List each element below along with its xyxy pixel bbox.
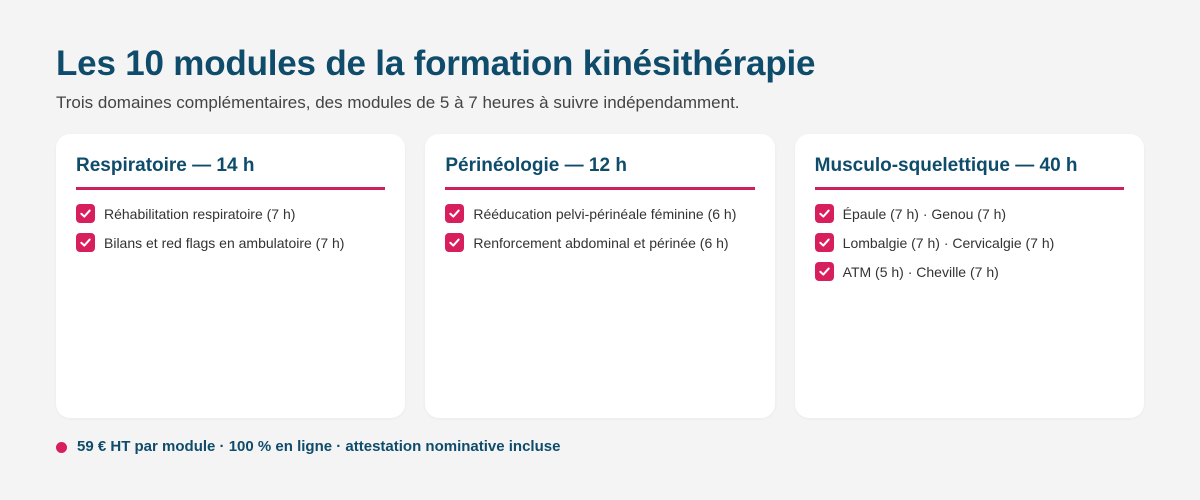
module-list: Rééducation pelvi-périnéale féminine (6 …: [445, 204, 754, 252]
page-subtitle: Trois domaines complémentaires, des modu…: [56, 93, 740, 112]
page-title: Les 10 modules de la formation kinésithé…: [56, 44, 816, 83]
card-respiratoire: Respiratoire — 14 h Réhabilitation respi…: [56, 134, 406, 418]
check-icon: [76, 233, 95, 252]
list-item: Renforcement abdominal et périnée (6 h): [445, 233, 754, 252]
list-item: Épaule (7 h) · Genou (7 h): [814, 204, 1124, 223]
pricing-note: 59 € HT par module · 100 % en ligne · at…: [56, 437, 560, 457]
pricing-text: 59 € HT par module · 100 % en ligne · at…: [77, 438, 561, 455]
check-icon: [814, 233, 834, 252]
list-item-label: Bilans et red flags en ambulatoire (7 h): [104, 234, 345, 251]
check-icon: [445, 233, 465, 252]
list-item-label: ATM (5 h) · Cheville (7 h): [842, 263, 999, 280]
module-cards: Respiratoire — 14 h Réhabilitation respi…: [56, 134, 1144, 418]
card-title: Respiratoire — 14 h: [76, 154, 386, 190]
list-item: Bilans et red flags en ambulatoire (7 h): [76, 233, 385, 252]
module-list: Réhabilitation respiratoire (7 h) Bilans…: [76, 204, 385, 252]
card-perineologie: Périnéologie — 12 h Rééducation pelvi-pé…: [425, 134, 775, 418]
list-item: Lombalgie (7 h) · Cervicalgie (7 h): [814, 233, 1124, 252]
list-item-label: Rééducation pelvi-périnéale féminine (6 …: [473, 205, 737, 222]
list-item: Réhabilitation respiratoire (7 h): [76, 204, 385, 223]
bullet-dot-icon: [56, 441, 67, 453]
card-title: Musculo-squelettique — 40 h: [814, 154, 1124, 190]
card-musculo-squelettique: Musculo-squelettique — 40 h Épaule (7 h)…: [794, 134, 1144, 418]
list-item: Rééducation pelvi-périnéale féminine (6 …: [445, 204, 754, 223]
module-list: Épaule (7 h) · Genou (7 h) Lombalgie (7 …: [814, 204, 1124, 281]
check-icon: [445, 204, 465, 223]
list-item-label: Réhabilitation respiratoire (7 h): [104, 205, 296, 222]
list-item-label: Renforcement abdominal et périnée (6 h): [473, 234, 729, 251]
check-icon: [814, 262, 834, 281]
list-item-label: Épaule (7 h) · Genou (7 h): [842, 205, 1007, 222]
list-item: ATM (5 h) · Cheville (7 h): [814, 262, 1124, 281]
list-item-label: Lombalgie (7 h) · Cervicalgie (7 h): [842, 234, 1055, 251]
card-title: Périnéologie — 12 h: [445, 154, 755, 190]
check-icon: [814, 204, 834, 223]
check-icon: [76, 204, 95, 223]
